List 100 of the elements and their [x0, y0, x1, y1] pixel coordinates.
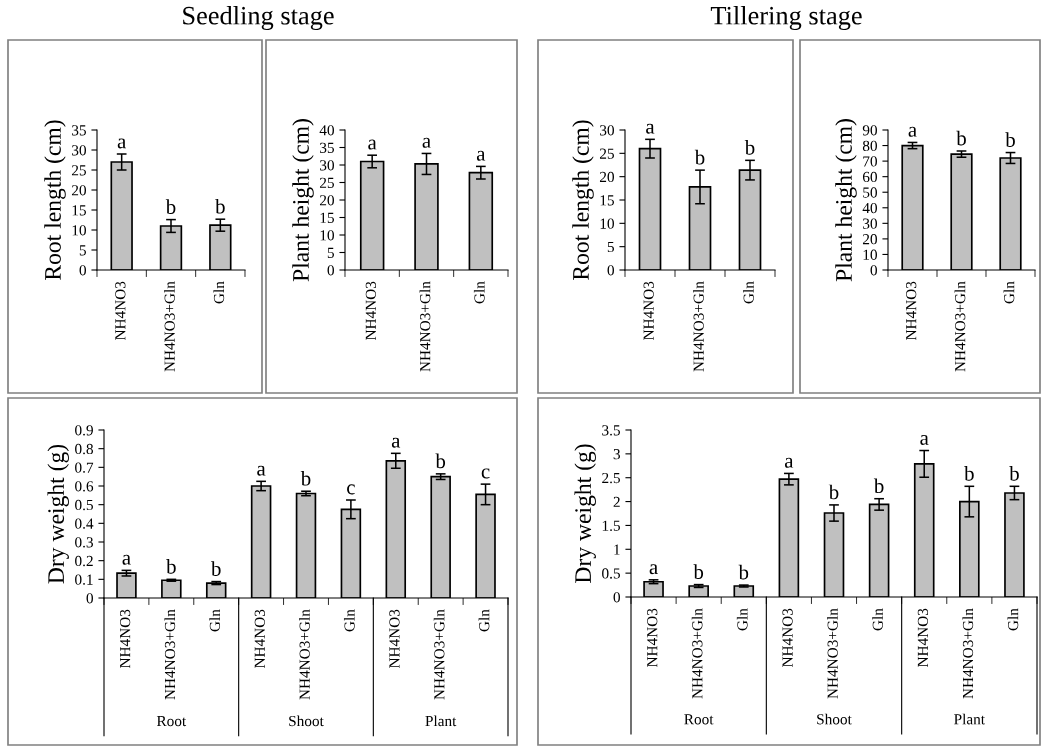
- x-tick-label: Gln: [743, 281, 754, 304]
- data-label: a: [649, 564, 658, 575]
- y-tick-label: 2: [613, 496, 620, 507]
- x-tick-label: NH4NO3: [254, 609, 265, 669]
- y-tick-label: 0: [607, 265, 614, 276]
- y-tick-label: 3.5: [602, 425, 620, 436]
- text: Root: [156, 715, 187, 727]
- data-label: a: [476, 150, 486, 161]
- data-label: a: [785, 457, 794, 468]
- y-tick-label: 0.4: [75, 518, 94, 529]
- x-tick-label: NH4NO3: [643, 281, 654, 341]
- y-axis-title: Root length (cm): [44, 120, 66, 280]
- data-label: b: [165, 199, 176, 214]
- x-tick-label: NH4NO3: [115, 281, 126, 341]
- data-label: b: [1005, 132, 1015, 147]
- y-tick-label: 10: [72, 225, 86, 236]
- data-label: b: [956, 130, 966, 146]
- x-tick-label: Gln: [1007, 608, 1019, 631]
- x-tick-label: Gln: [872, 608, 883, 631]
- y-tick-label: 5: [327, 247, 334, 258]
- y-tick-label: 1.5: [602, 520, 620, 531]
- y-tick-label: 5: [607, 241, 614, 253]
- y-tick-label: 20: [599, 171, 614, 183]
- x-tick-label: Gln: [473, 281, 485, 304]
- x-tick-label: NH4NO3+Gln: [693, 281, 704, 372]
- data-label: b: [694, 149, 705, 165]
- y-tick-label: 30: [863, 218, 877, 229]
- data-label: b: [166, 559, 176, 574]
- y-tick-label: 10: [320, 230, 334, 241]
- chart-title: Tillering stage: [710, 6, 862, 30]
- y-tick-label: 0.6: [75, 481, 94, 492]
- y-tick-label: 15: [72, 205, 86, 216]
- data-label: c: [347, 484, 355, 495]
- y-tick-label: 5: [79, 245, 86, 256]
- y-axis-title: Plant height (cm): [835, 119, 857, 282]
- y-tick-label: 0.5: [602, 568, 620, 579]
- y-tick-label: 20: [319, 195, 334, 206]
- y-tick-label: 0: [327, 265, 334, 276]
- y-axis-title: Dry weight (g): [574, 444, 596, 583]
- data-label: a: [368, 139, 377, 150]
- y-tick-label: 70: [863, 156, 877, 167]
- x-tick-label: NH4NO3+Gln: [419, 281, 431, 372]
- x-tick-label: NH4NO3+Gln: [299, 609, 310, 700]
- y-tick-label: 10: [600, 218, 614, 229]
- y-tick-label: 50: [863, 187, 877, 198]
- y-tick-label: 30: [320, 160, 334, 171]
- y-tick-label: 0.2: [75, 555, 93, 567]
- y-tick-label: 40: [862, 202, 877, 214]
- data-label: b: [1009, 466, 1019, 481]
- data-label: a: [920, 434, 929, 445]
- y-tick-label: 25: [599, 148, 614, 159]
- data-label: b: [300, 470, 311, 486]
- y-tick-label: 90: [862, 125, 877, 136]
- data-label: a: [908, 126, 917, 137]
- y-tick-label: 0: [86, 593, 93, 604]
- x-tick-label: NH4NO3: [782, 608, 793, 668]
- data-label: b: [738, 564, 749, 580]
- y-tick-label: 30: [72, 145, 86, 156]
- data-label: a: [122, 554, 131, 565]
- x-tick-label: Gln: [1003, 281, 1015, 304]
- y-tick-label: 10: [863, 249, 877, 260]
- data-label: a: [391, 437, 401, 448]
- x-tick-label: NH4NO3+Gln: [962, 608, 974, 699]
- text: Plant: [954, 713, 985, 725]
- y-tick-label: 35: [320, 142, 334, 153]
- data-label: b: [873, 478, 884, 494]
- x-tick-label: NH4NO3: [906, 281, 917, 341]
- text: Shoot: [817, 713, 852, 725]
- data-label: a: [646, 123, 655, 134]
- x-tick-label: Gln: [478, 609, 490, 632]
- y-tick-label: 3: [613, 449, 620, 460]
- data-label: b: [964, 466, 974, 481]
- data-label: b: [828, 484, 839, 500]
- x-tick-label: NH4NO3+Gln: [433, 609, 445, 700]
- y-tick-label: 25: [319, 177, 334, 188]
- y-axis-title: Plant height (cm): [292, 119, 314, 282]
- x-tick-label: Gln: [736, 608, 748, 631]
- y-tick-label: 0.7: [75, 462, 94, 473]
- y-tick-label: 20: [862, 234, 877, 245]
- x-tick-label: NH4NO3: [647, 608, 658, 668]
- x-tick-label: NH4NO3: [120, 609, 131, 669]
- y-tick-label: 0.8: [75, 443, 93, 455]
- x-tick-label: NH4NO3+Gln: [164, 281, 175, 372]
- y-tick-label: 0: [613, 592, 620, 603]
- x-tick-label: NH4NO3+Gln: [954, 281, 966, 372]
- y-tick-label: 1: [614, 544, 620, 555]
- data-label: a: [117, 138, 126, 149]
- x-tick-label: Gln: [343, 609, 355, 632]
- y-tick-label: 0: [870, 265, 877, 276]
- y-tick-label: 80: [862, 140, 877, 152]
- y-tick-label: 15: [320, 212, 334, 223]
- y-tick-label: 15: [600, 195, 614, 206]
- data-label: a: [257, 465, 266, 476]
- y-tick-label: 0: [79, 265, 86, 276]
- text: Root: [684, 714, 714, 725]
- y-tick-label: 0.9: [75, 425, 93, 436]
- x-tick-label: NH4NO3: [365, 281, 376, 341]
- y-axis-title: Root length (cm): [572, 120, 594, 280]
- data-label: b: [211, 561, 221, 576]
- x-tick-label: NH4NO3: [917, 608, 929, 668]
